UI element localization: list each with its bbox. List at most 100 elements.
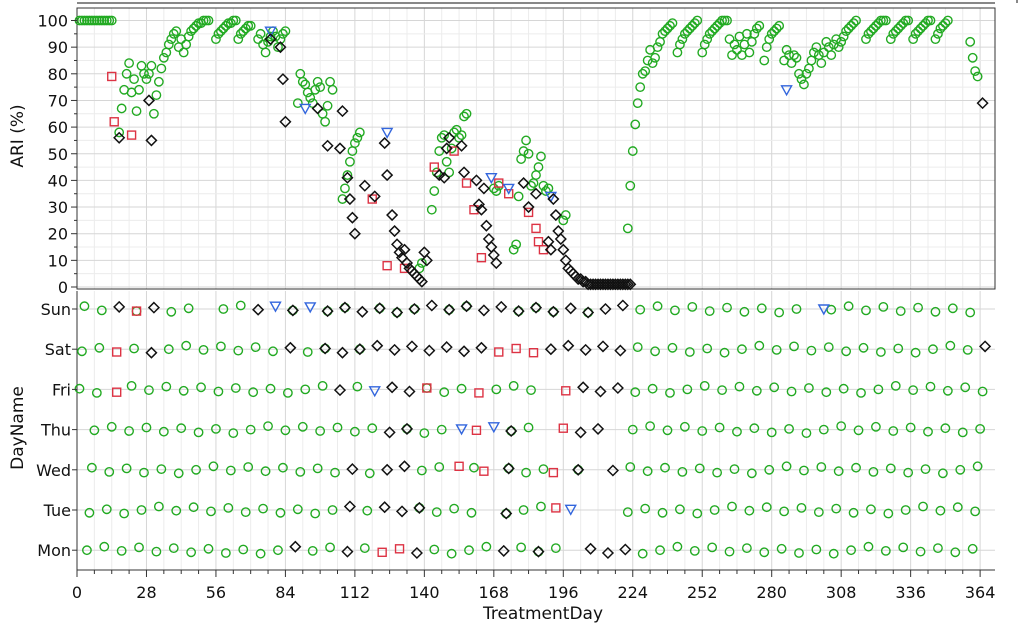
data-point-diamond xyxy=(343,500,356,513)
data-point-circle xyxy=(848,18,859,29)
data-point-diamond xyxy=(346,211,359,224)
data-point-diamond xyxy=(383,426,396,439)
data-point-circle xyxy=(213,386,224,397)
data-point-circle xyxy=(774,20,785,31)
data-point-circle xyxy=(895,306,906,316)
data-point-circle xyxy=(893,343,904,354)
data-point-circle xyxy=(893,23,904,34)
data-point-circle xyxy=(625,180,636,191)
data-point-circle xyxy=(315,426,326,436)
data-point-circle xyxy=(903,15,914,26)
data-point-circle xyxy=(684,347,695,357)
data-point-circle xyxy=(161,381,172,392)
data-point-circle xyxy=(925,381,936,392)
data-point-diamond xyxy=(475,341,488,354)
category-label-tue: Tue xyxy=(43,501,71,520)
data-point-circle xyxy=(523,422,534,433)
data-point-square xyxy=(454,461,464,471)
data-point-circle xyxy=(684,23,695,34)
data-point-circle xyxy=(441,156,452,167)
data-point-diamond xyxy=(113,131,126,144)
data-point-diamond xyxy=(408,302,421,316)
data-point-circle xyxy=(265,383,276,394)
data-point-circle xyxy=(769,382,780,393)
data-point-circle xyxy=(679,28,690,39)
data-point-diamond xyxy=(423,344,436,357)
data-point-circle xyxy=(880,15,891,26)
data-point-circle xyxy=(273,545,283,556)
data-point-triangle xyxy=(780,85,793,97)
data-point-circle xyxy=(166,306,177,317)
x-tick-label: 84 xyxy=(275,583,295,602)
data-point-circle xyxy=(645,421,656,431)
data-point-circle xyxy=(722,15,732,26)
data-point-circle xyxy=(464,545,474,556)
data-point-diamond xyxy=(348,227,361,240)
data-point-circle xyxy=(801,68,812,79)
data-point-circle xyxy=(158,426,169,437)
data-point-diamond xyxy=(532,545,545,558)
data-point-diamond xyxy=(619,543,632,556)
data-point-circle xyxy=(776,543,787,554)
data-point-square xyxy=(523,207,534,218)
data-point-square xyxy=(461,178,472,188)
data-point-circle xyxy=(538,464,549,474)
data-point-circle xyxy=(362,505,373,516)
data-point-circle xyxy=(77,346,87,357)
x-axis-title: TreatmentDay xyxy=(482,604,603,624)
data-point-circle xyxy=(481,541,492,552)
data-point-circle xyxy=(104,466,115,477)
data-point-diamond xyxy=(577,381,590,394)
x-tick-label: 168 xyxy=(479,583,510,602)
axis-ticks: 0 10 20 30 40 50 60 70 80 90 100 Sun Sat Fri Thu Wed Tue… xyxy=(36,12,995,603)
data-point-circle xyxy=(521,135,531,146)
data-point-triangle xyxy=(380,127,394,139)
category-label-mon: Mon xyxy=(37,541,71,560)
data-point-circle xyxy=(910,28,921,39)
series-red-top xyxy=(107,71,549,274)
data-point-diamond xyxy=(472,198,485,211)
data-point-circle xyxy=(836,421,847,431)
data-point-circle xyxy=(469,462,479,473)
data-point-triangle xyxy=(304,302,317,314)
data-point-triangle xyxy=(269,301,282,313)
data-point-circle xyxy=(781,44,792,55)
data-point-square xyxy=(469,205,479,215)
data-point-circle xyxy=(516,154,527,164)
data-point-circle xyxy=(166,34,177,45)
data-point-diamond xyxy=(495,300,508,313)
data-point-circle xyxy=(804,383,814,393)
data-point-square xyxy=(126,130,137,140)
data-point-circle xyxy=(233,34,244,45)
data-point-triangle xyxy=(455,424,468,436)
data-point-circle xyxy=(429,186,440,196)
data-point-circle xyxy=(806,345,817,356)
data-point-circle xyxy=(697,426,708,436)
data-point-diamond xyxy=(413,501,426,514)
data-point-square xyxy=(531,223,541,234)
data-point-circle xyxy=(732,44,742,55)
data-point-circle xyxy=(116,103,127,114)
data-point-square xyxy=(471,425,482,435)
y-tick-label: 10 xyxy=(48,251,68,270)
data-point-circle xyxy=(640,503,651,514)
data-point-circle xyxy=(754,340,765,351)
data-point-circle xyxy=(794,68,804,79)
data-point-diamond xyxy=(373,302,386,315)
data-point-square xyxy=(494,347,504,357)
data-point-diamond xyxy=(378,137,391,150)
data-point-circle xyxy=(707,26,718,37)
data-point-circle xyxy=(345,156,355,167)
data-point-square xyxy=(558,423,568,433)
data-point-circle xyxy=(660,462,670,473)
data-point-circle xyxy=(913,302,923,313)
data-point-circle xyxy=(952,502,963,513)
data-point-circle xyxy=(89,425,100,436)
data-point-circle xyxy=(972,461,983,472)
data-point-diamond xyxy=(606,464,619,477)
data-point-circle xyxy=(225,465,236,476)
category-label-sun: Sun xyxy=(41,300,71,319)
data-point-circle xyxy=(920,18,931,29)
data-point-circle xyxy=(511,239,522,250)
data-point-circle xyxy=(682,26,693,37)
